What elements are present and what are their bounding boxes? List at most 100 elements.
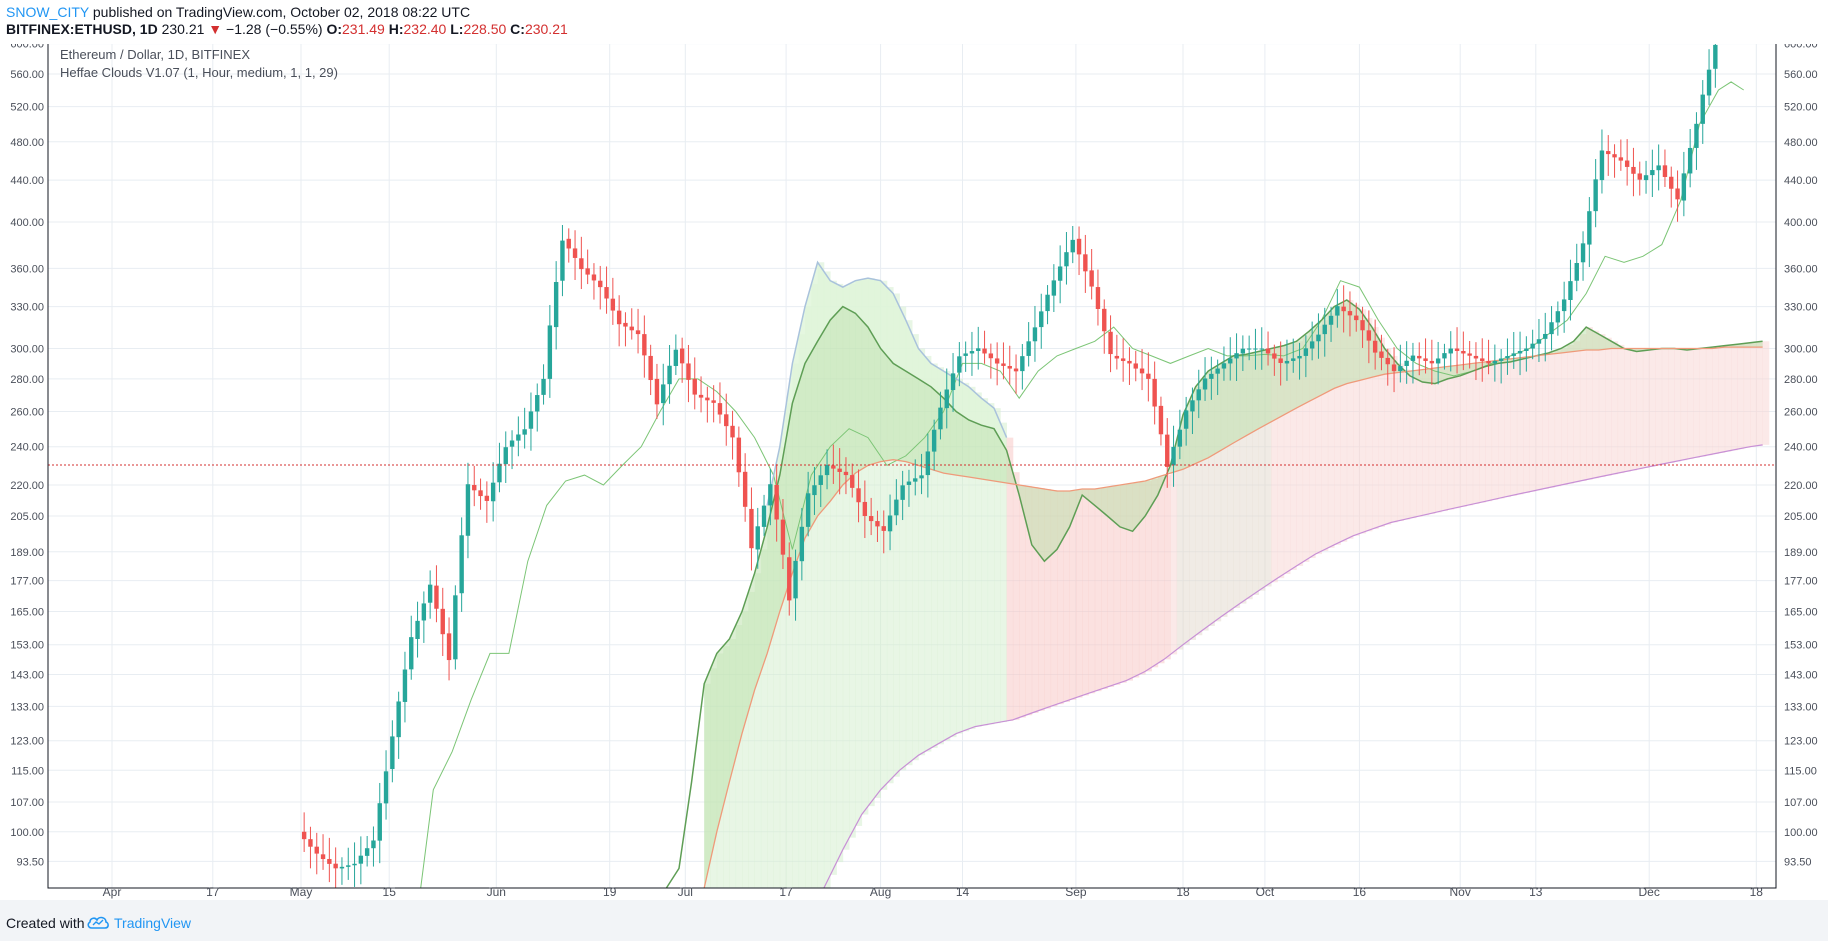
cloud-band (1113, 485, 1121, 685)
candle-body (497, 463, 502, 483)
candle-body (472, 484, 477, 491)
candle-body (1083, 254, 1088, 272)
cloud-band (1542, 354, 1549, 489)
cloud-band (1699, 348, 1707, 457)
cloud-band (1031, 486, 1039, 713)
y-tick-right: 165.00 (1784, 607, 1818, 619)
candle-body (301, 831, 307, 840)
tradingview-cloud-icon[interactable] (86, 912, 110, 932)
candle-body (1561, 299, 1567, 312)
candle-body (314, 846, 319, 854)
y-tick-right: 205.00 (1784, 511, 1818, 523)
cloud-band (1447, 366, 1455, 510)
candle-body (1133, 363, 1138, 369)
cloud-band (1472, 363, 1480, 505)
cloud-band (1094, 488, 1102, 692)
candle-body (446, 633, 452, 661)
right-price-axis[interactable]: 600.00 560.00 520.00 480.00 440.00 400.00 360.… (1784, 44, 1818, 868)
x-tick-label: Aug (870, 885, 891, 899)
cloud-band (868, 278, 875, 807)
candle-body (1524, 348, 1529, 351)
cloud-band (918, 348, 926, 756)
candle-body (604, 287, 609, 299)
ohlc-low-value: 228.50 (463, 21, 507, 37)
candle-body (1114, 355, 1120, 359)
tradingview-link[interactable]: TradingView (114, 915, 192, 931)
candle-body (383, 771, 389, 804)
candle-body (969, 351, 975, 354)
candle-body (862, 501, 868, 517)
cloud-band (1516, 358, 1524, 495)
cloud-band (1737, 344, 1745, 450)
cloud-band (1712, 347, 1719, 455)
candle-body (339, 866, 345, 869)
y-tick-left: 330.00 (10, 302, 44, 314)
candle-body (553, 282, 559, 328)
cloud-band (1466, 364, 1474, 506)
x-tick-label: 14 (956, 885, 970, 899)
y-tick-right: 560.00 (1784, 69, 1818, 81)
candle-body (768, 484, 773, 506)
candle-body (944, 389, 949, 409)
candle-body (824, 464, 830, 476)
candle-body (396, 701, 401, 738)
cloud-band (1353, 304, 1360, 536)
cloud-band (1025, 485, 1033, 716)
candle-body (1341, 306, 1346, 312)
candle-body (799, 526, 805, 562)
candle-body (1026, 341, 1031, 356)
candle-body (988, 353, 994, 359)
cloud-band (1252, 352, 1259, 595)
candle-body (925, 451, 931, 476)
cloud-band (1680, 348, 1688, 461)
cloud-band (1038, 487, 1045, 711)
y-tick-right: 107.00 (1784, 797, 1818, 809)
candle-body (1543, 333, 1548, 339)
candle-body (831, 465, 836, 469)
candle-body (1253, 348, 1258, 350)
cloud-band (1239, 355, 1247, 604)
cloud-band (1636, 348, 1644, 470)
candle-body (705, 397, 710, 401)
y-tick-right: 240.00 (1784, 442, 1818, 454)
author-link[interactable]: SNOW_CITY (6, 4, 89, 20)
time-axis[interactable]: Apr 17 May 15 Jun 19 Jul 17 Aug 14 Sep 18 Oct 16 Nov 13… (103, 885, 1764, 899)
candle-body (1643, 175, 1649, 181)
x-tick-label: 18 (1750, 885, 1764, 899)
cloud-band (994, 408, 1001, 724)
cloud-band (1151, 479, 1159, 668)
cloud-band (1214, 367, 1222, 622)
candle-body (598, 280, 603, 288)
cloud-band (1075, 489, 1083, 698)
y-tick-left: 560.00 (10, 69, 44, 81)
y-tick-left: 520.00 (10, 102, 44, 114)
candle-body (484, 495, 490, 501)
candle-body (1284, 360, 1290, 364)
vertical-bands (704, 262, 1770, 889)
cloud-band (1019, 484, 1026, 718)
price-chart[interactable]: 600.00 560.00 520.00 480.00 440.00 400.00 360.… (0, 44, 1828, 900)
candle-body (894, 499, 899, 516)
x-tick-label: Jul (678, 885, 693, 899)
candle-body (522, 429, 527, 435)
footer (0, 900, 1828, 941)
cloud-band (1561, 348, 1568, 485)
candle-body (1486, 360, 1491, 364)
candle-body (1322, 324, 1327, 335)
left-price-axis[interactable]: 600.00 560.00 520.00 480.00 440.00 400.00 360.… (10, 44, 44, 868)
candle-body (900, 485, 905, 500)
candle-body (692, 378, 697, 395)
candle-body (591, 274, 597, 281)
cloud-band (1107, 486, 1115, 687)
candle-body (1039, 311, 1044, 328)
candle-body (661, 384, 666, 404)
candle-body (490, 482, 496, 502)
cloud-band (1390, 355, 1398, 523)
candle-body (1669, 176, 1674, 189)
candle-body (1700, 94, 1705, 124)
cloud-band (760, 549, 768, 888)
y-tick-right: 300.00 (1784, 344, 1818, 356)
cloud-band (1372, 327, 1379, 530)
candle-body (377, 803, 382, 841)
candle-body (1404, 360, 1409, 366)
